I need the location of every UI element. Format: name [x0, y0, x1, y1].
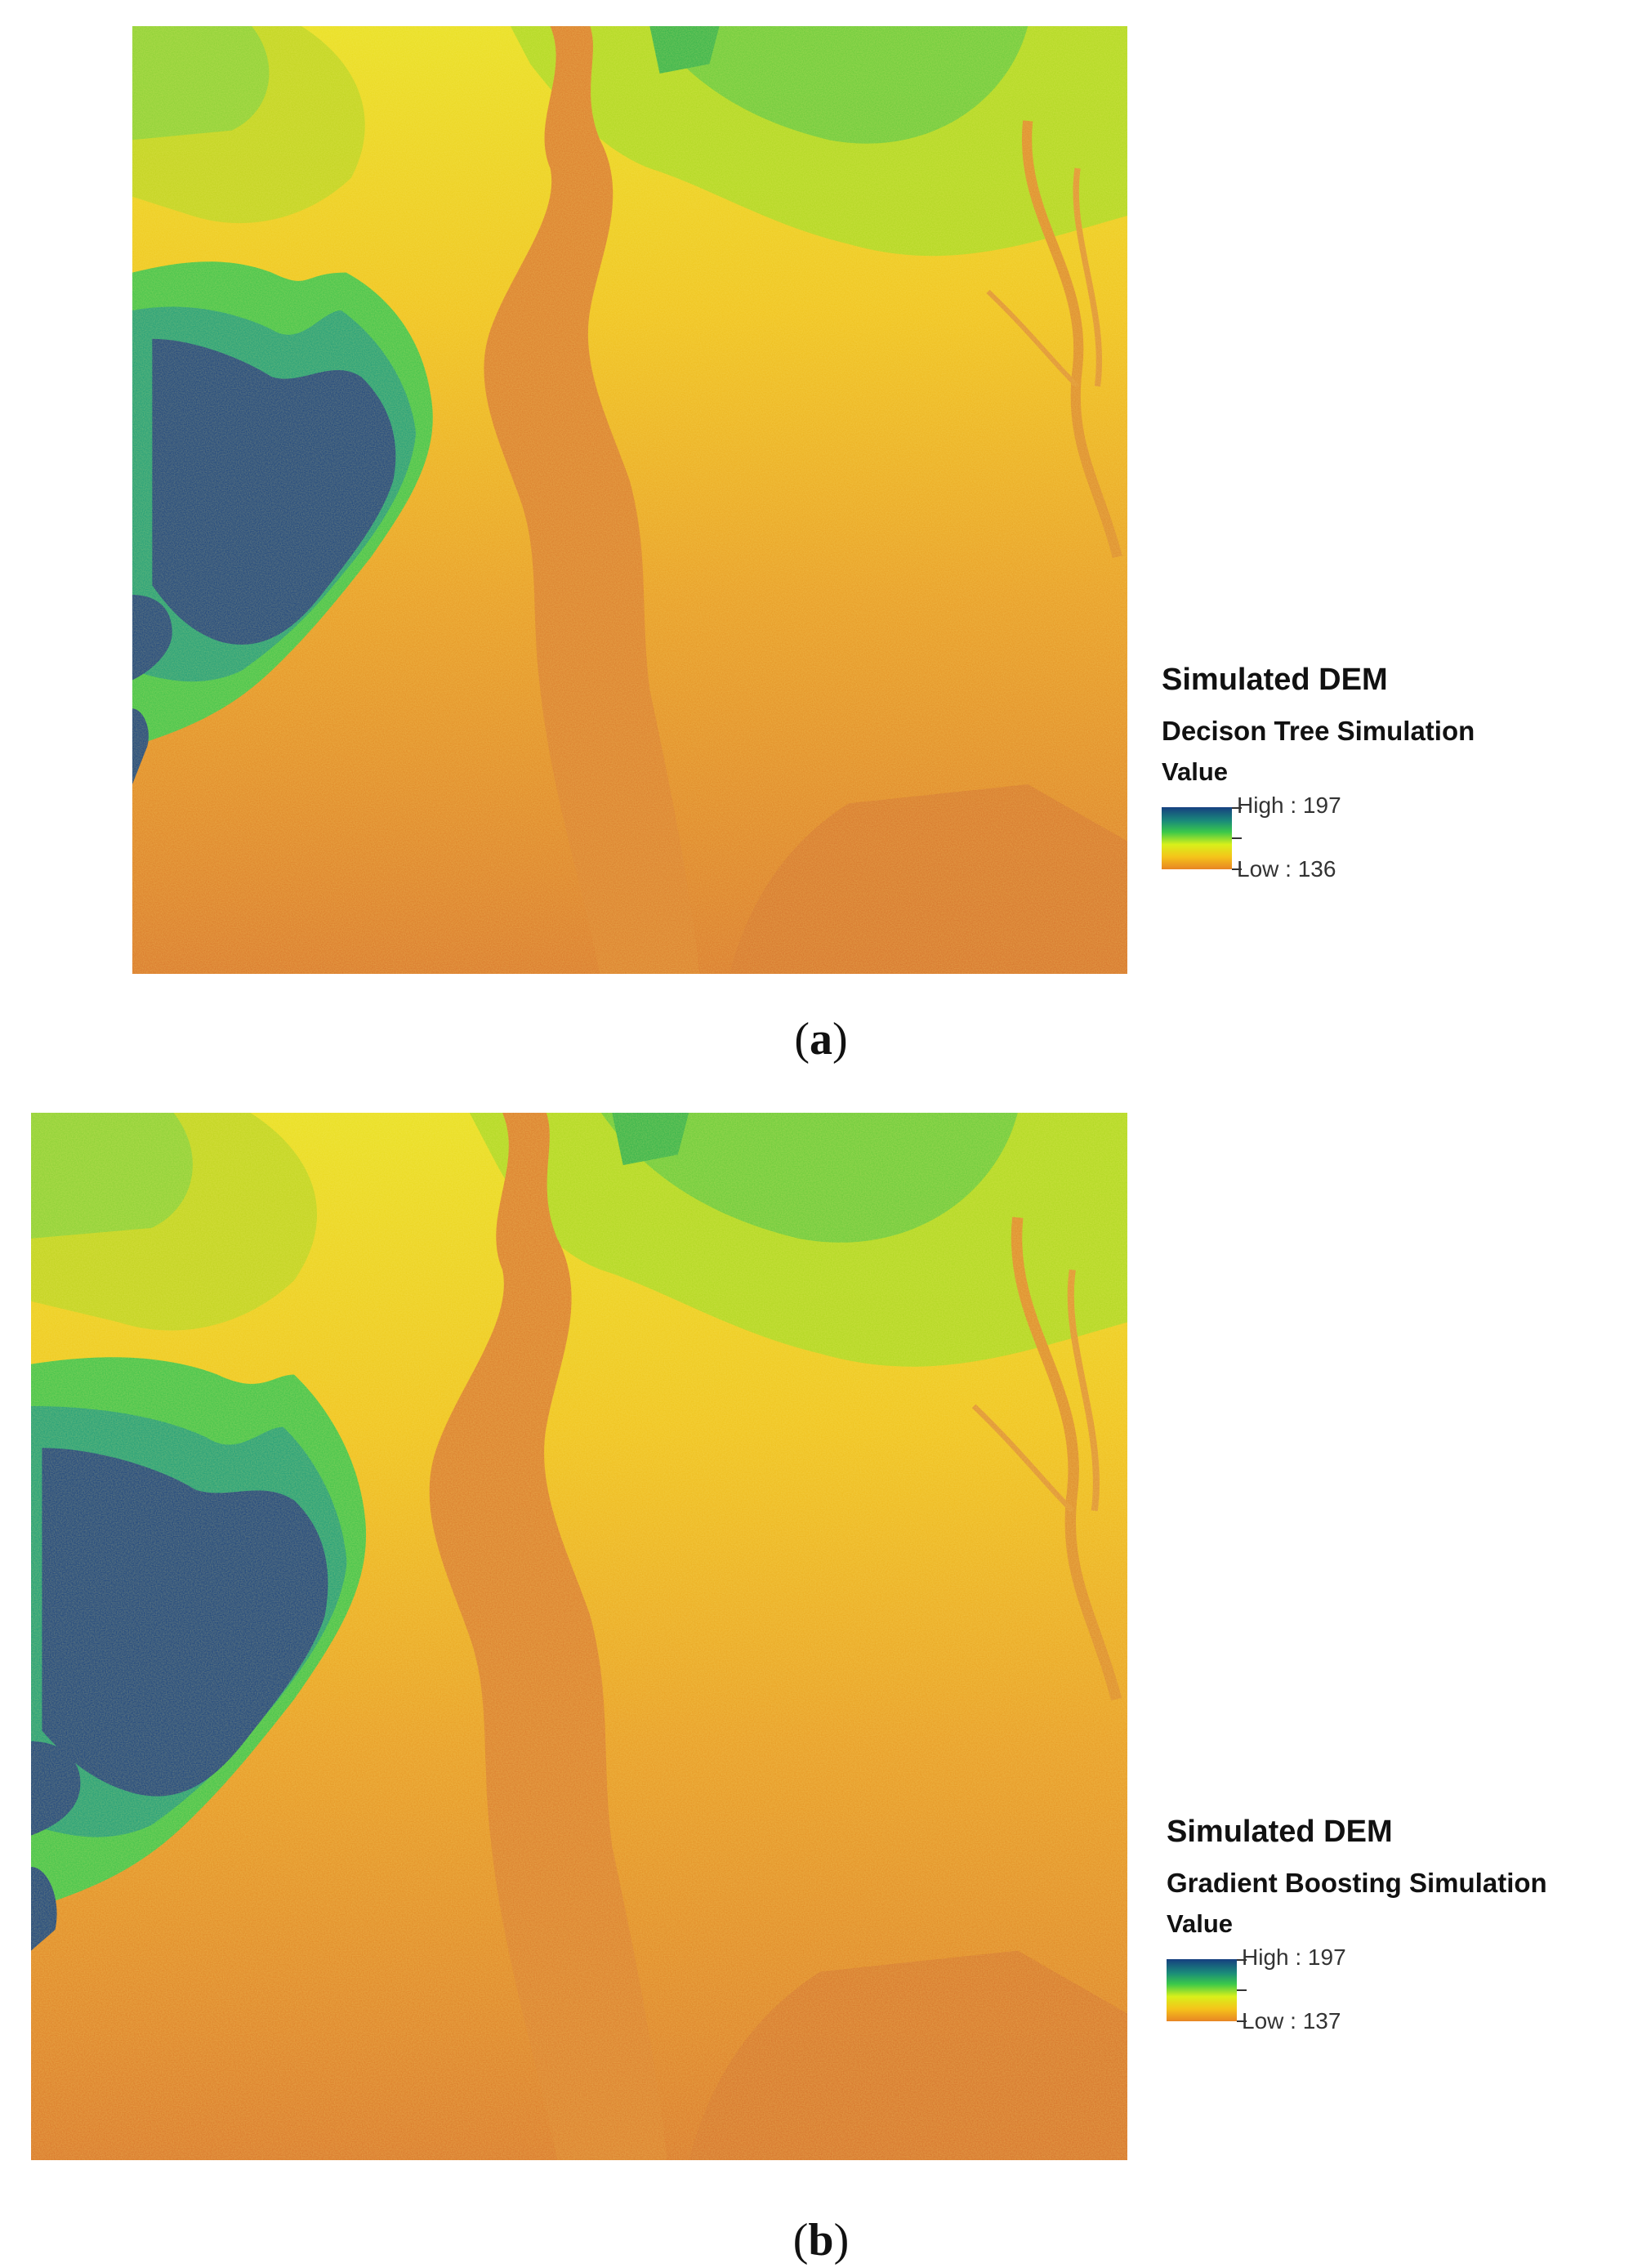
caption-b: (b) — [0, 2214, 1642, 2266]
caption-letter: a — [810, 1014, 832, 1065]
ramp-tick-mid — [1237, 1989, 1247, 1991]
caption-open: ( — [792, 2215, 809, 2266]
legend-b: Simulated DEM Gradient Boosting Simulati… — [1167, 1812, 1547, 2034]
legend-value-heading: Value — [1167, 1909, 1233, 1938]
color-ramp — [1167, 1959, 1237, 2021]
panel-a: Simulated DEM Decison Tree Simulation Va… — [0, 0, 1642, 1127]
ramp-tick-mid — [1232, 837, 1242, 839]
legend-title: Simulated DEM — [1167, 1815, 1393, 1849]
legend-high-label: High : 197 — [1237, 792, 1341, 818]
legend-high-label: High : 197 — [1242, 1944, 1346, 1970]
caption-close: ) — [832, 1014, 848, 1065]
legend-subtitle: Gradient Boosting Simulation — [1167, 1868, 1547, 1898]
caption-open: ( — [794, 1014, 810, 1065]
color-ramp-group: High : 197 Low : 137 — [1167, 1944, 1547, 2034]
legend-value-heading: Value — [1162, 757, 1228, 786]
ramp-tick-high — [1237, 1959, 1247, 1961]
legend-a: Simulated DEM Decison Tree Simulation Va… — [1162, 660, 1475, 882]
panel-b: Simulated DEM Gradient Boosting Simulati… — [0, 1087, 1642, 2268]
dem-map-a — [132, 26, 1127, 974]
ramp-tick-low — [1232, 868, 1242, 870]
legend-subtitle: Decison Tree Simulation — [1162, 716, 1475, 746]
legend-low-label: Low : 137 — [1242, 2008, 1341, 2034]
legend-low-label: Low : 136 — [1237, 856, 1336, 882]
color-ramp — [1162, 807, 1232, 869]
caption-letter: b — [808, 2215, 834, 2266]
ramp-tick-low — [1237, 2020, 1247, 2022]
color-ramp-group: High : 197 Low : 136 — [1162, 792, 1475, 882]
ramp-tick-high — [1232, 807, 1242, 809]
dem-map-b — [31, 1113, 1127, 2160]
legend-title: Simulated DEM — [1162, 663, 1388, 697]
caption-close: ) — [833, 2215, 850, 2266]
caption-a: (a) — [0, 1013, 1642, 1065]
